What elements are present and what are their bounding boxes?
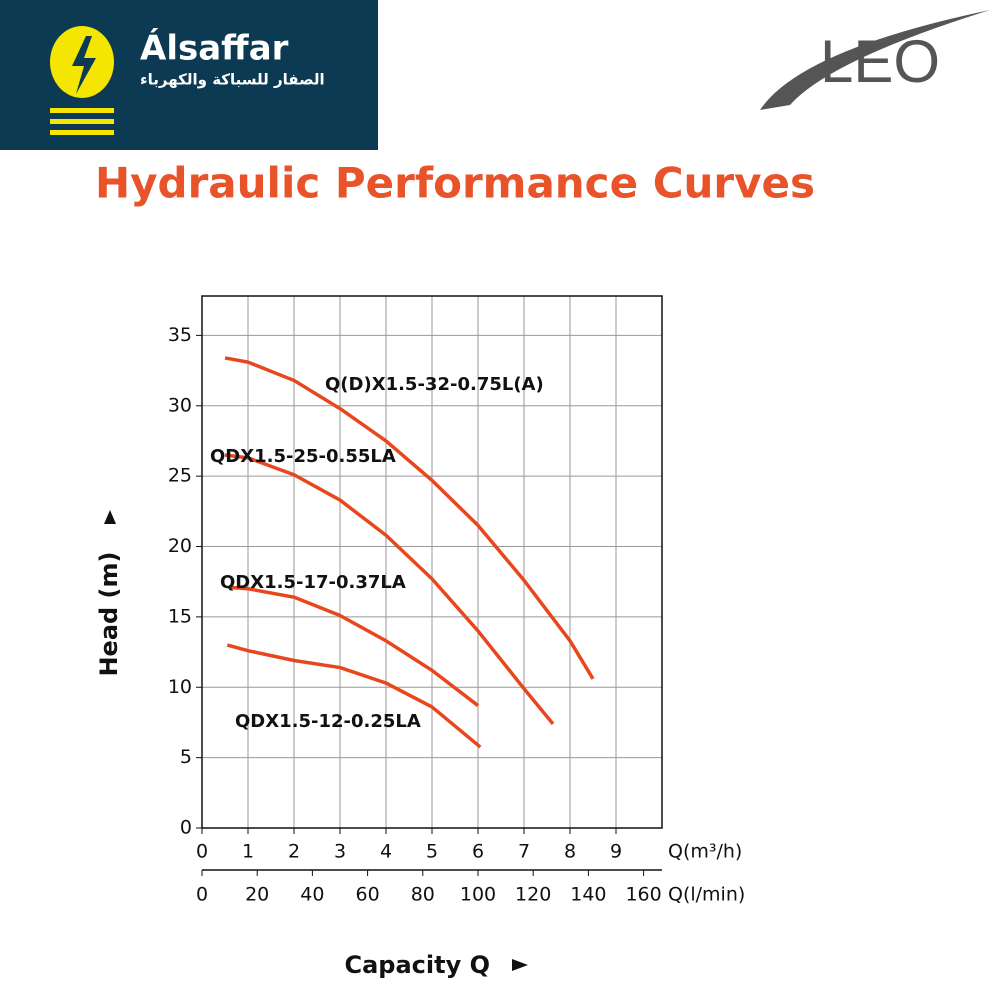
curve <box>224 453 555 725</box>
series-label: QDX1.5-25-0.55LA <box>210 446 396 467</box>
y-tick-label: 30 <box>168 394 192 416</box>
x2-tick-label: 160 <box>625 884 661 906</box>
brand-bar <box>50 108 114 113</box>
series-label: Q(D)X1.5-32-0.75L(A) <box>325 374 544 395</box>
brand-bar <box>50 130 114 135</box>
plot-frame <box>201 295 663 829</box>
x2-tick-label: 140 <box>570 884 606 906</box>
x-axis-label: Capacity Q <box>344 951 490 979</box>
y-tick-label: 35 <box>168 324 192 346</box>
x-unit: Q(m³/h) <box>668 841 742 863</box>
y-axis-label: Head (m) <box>95 551 123 676</box>
curve <box>226 643 482 749</box>
x2-tick-label: 60 <box>356 884 380 906</box>
y-tick-label: 25 <box>168 465 192 487</box>
y-arrow <box>104 510 116 524</box>
x-tick-label: 8 <box>564 841 576 863</box>
x2-tick-label: 80 <box>411 884 435 906</box>
curve <box>229 585 480 707</box>
y-tick-label: 0 <box>180 817 192 839</box>
x2-tick-label: 20 <box>245 884 269 906</box>
series-label: QDX1.5-17-0.37LA <box>220 572 406 593</box>
x-tick-label: 0 <box>196 841 208 863</box>
partner-logo: LEO <box>820 28 940 95</box>
x-tick-label: 5 <box>426 841 438 863</box>
x-tick-label: 3 <box>334 841 346 863</box>
x-arrow <box>512 959 528 971</box>
curve <box>224 356 595 680</box>
brand-bar <box>50 119 114 124</box>
y-tick-label: 10 <box>168 676 192 698</box>
y-tick-label: 15 <box>168 605 192 627</box>
x-tick-label: 6 <box>472 841 484 863</box>
x2-tick-label: 40 <box>300 884 324 906</box>
x-tick-label: 1 <box>242 841 254 863</box>
y-tick-label: 5 <box>180 746 192 768</box>
x-tick-label: 9 <box>610 841 622 863</box>
x2-tick-label: 120 <box>515 884 551 906</box>
x-tick-label: 7 <box>518 841 530 863</box>
y-tick-label: 20 <box>168 535 192 557</box>
x-tick-label: 4 <box>380 841 392 863</box>
brand-arabic: الصفار للسباكة والكهرباء <box>140 71 325 89</box>
brand-bolt <box>72 36 96 94</box>
x2-tick-label: 0 <box>196 884 208 906</box>
x-tick-label: 2 <box>288 841 300 863</box>
partner-swoosh <box>760 10 990 110</box>
series-label: QDX1.5-12-0.25LA <box>235 711 421 732</box>
x2-unit: Q(l/min) <box>668 884 745 906</box>
x2-tick-label: 100 <box>460 884 496 906</box>
chart-title: Hydraulic Performance Curves <box>95 159 815 208</box>
brand-name: Álsaffar <box>140 28 289 69</box>
